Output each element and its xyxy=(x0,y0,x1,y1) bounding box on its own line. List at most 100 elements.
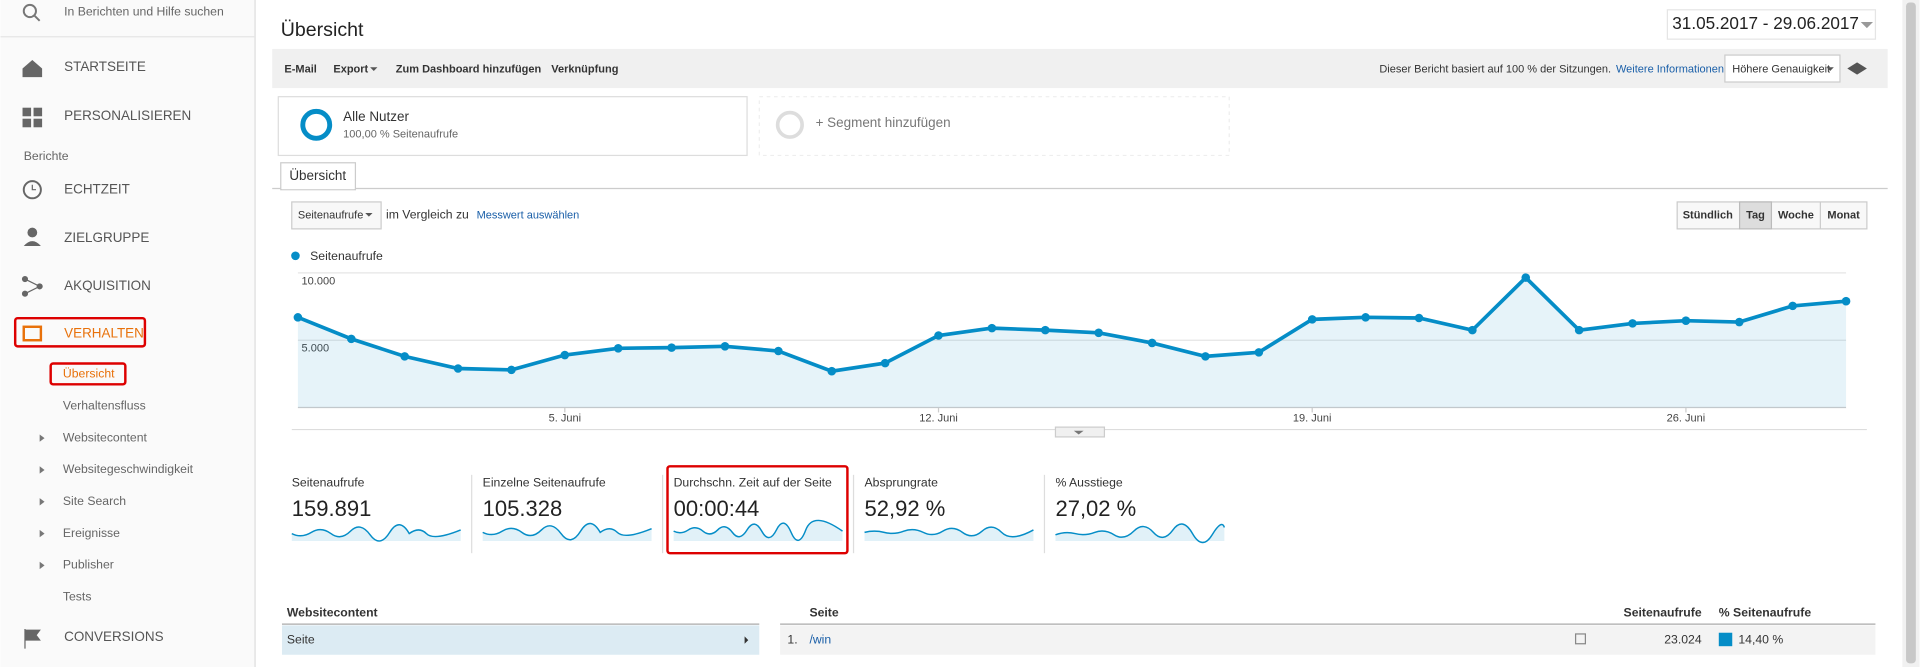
metric-select[interactable]: Seitenaufrufe xyxy=(298,209,363,221)
point xyxy=(1361,313,1370,322)
point xyxy=(560,350,570,360)
nav-item[interactable]: AKQUISITION xyxy=(64,278,151,293)
point xyxy=(1307,315,1317,324)
point xyxy=(1574,325,1584,335)
point xyxy=(1147,338,1157,348)
metric-value: 159.891 xyxy=(292,496,372,521)
legend-marker xyxy=(291,251,300,261)
x-tick-label: 19. Juni xyxy=(1293,412,1332,424)
y-tick-label: 5.000 xyxy=(302,343,330,355)
nav-item[interactable]: CONVERSIONS xyxy=(64,629,163,644)
sparkline-area xyxy=(1055,524,1225,543)
point xyxy=(293,313,303,322)
point xyxy=(1094,328,1103,338)
point xyxy=(987,323,997,333)
sidebar xyxy=(0,0,256,667)
metric-label: Seitenaufrufe xyxy=(292,476,365,490)
x-tick-label: 26. Juni xyxy=(1667,412,1706,424)
point xyxy=(1521,273,1531,282)
point xyxy=(507,365,516,375)
sub-item[interactable]: Übersicht xyxy=(63,367,115,381)
point xyxy=(1681,316,1691,325)
sampling-note: Dieser Bericht basiert auf 100 % der Sit… xyxy=(1379,64,1611,76)
point xyxy=(400,352,409,361)
action[interactable]: Export xyxy=(333,64,368,76)
compare-label: im Vergleich zu xyxy=(386,208,469,222)
x-tick-label: 5. Juni xyxy=(549,412,581,424)
legend-label: Seitenaufrufe xyxy=(310,249,383,263)
add-segment[interactable]: + Segment hinzufügen xyxy=(816,115,951,130)
metric-value: 00:00:44 xyxy=(674,496,760,521)
point xyxy=(1041,325,1050,335)
tab[interactable]: Übersicht xyxy=(289,168,346,183)
nav-item[interactable]: VERHALTEN xyxy=(64,326,144,341)
sparkline xyxy=(291,524,461,542)
toolbar xyxy=(272,48,1888,89)
segment-detail: 100,00 % Seitenaufrufe xyxy=(343,129,458,141)
segment-name[interactable]: Alle Nutzer xyxy=(343,109,409,124)
sparkline-area xyxy=(673,520,843,541)
sub-item[interactable]: Websitecontent xyxy=(63,430,148,444)
nav-item[interactable]: PERSONALISIEREN xyxy=(64,108,191,123)
point xyxy=(453,364,463,373)
sub-item[interactable]: Verhaltensfluss xyxy=(63,399,146,413)
point xyxy=(1254,348,1264,357)
period-button[interactable]: Woche xyxy=(1778,209,1814,221)
metric-value: 52,92 % xyxy=(865,496,946,521)
point xyxy=(1841,296,1851,306)
metric-value: 27,02 % xyxy=(1055,496,1136,521)
info-link[interactable]: Weitere Informationen xyxy=(1616,64,1724,76)
period-button[interactable]: Stündlich xyxy=(1683,209,1733,221)
precision-select[interactable]: Höhere Genauigkeit xyxy=(1732,64,1830,76)
sub-item[interactable]: Ereignisse xyxy=(63,526,120,540)
select-metric[interactable]: Messwert auswählen xyxy=(477,209,580,221)
sub-item[interactable]: Site Search xyxy=(63,494,126,508)
action[interactable]: E-Mail xyxy=(284,64,316,76)
pageviews: 23.024 xyxy=(1664,632,1702,646)
point xyxy=(1468,325,1477,335)
point xyxy=(1628,319,1637,328)
point xyxy=(1414,313,1424,323)
metric-label: Einzelne Seitenaufrufe xyxy=(483,476,606,490)
table-header: % Seitenaufrufe xyxy=(1719,605,1812,619)
point xyxy=(1735,317,1744,327)
line-chart: Seitenaufrufe 5.000 10.000 5. Juni 12. Juni 1… xyxy=(291,249,1851,424)
point xyxy=(720,342,730,351)
point xyxy=(346,334,356,344)
action[interactable]: Verknüpfung xyxy=(551,64,618,76)
period-button[interactable]: Monat xyxy=(1827,209,1860,221)
nav-item[interactable]: ECHTZEIT xyxy=(64,181,130,196)
sparkline-area xyxy=(482,523,652,541)
metric-label: Absprungrate xyxy=(865,476,939,490)
point xyxy=(934,331,943,340)
sparkline xyxy=(864,526,1034,538)
metric-label: % Ausstiege xyxy=(1055,476,1122,490)
sparkline-area xyxy=(291,524,461,541)
table-header: Seitenaufrufe xyxy=(1624,605,1702,619)
point xyxy=(667,343,676,352)
point xyxy=(827,366,837,376)
sub-item[interactable]: Websitegeschwindigkeit xyxy=(63,462,194,476)
nav-item[interactable]: ZIELGRUPPE xyxy=(64,230,149,245)
section-label: Berichte xyxy=(24,149,69,163)
sparkline xyxy=(482,522,652,541)
point xyxy=(1201,352,1210,361)
table-header: Seite xyxy=(809,605,838,619)
nav-item[interactable]: STARTSEITE xyxy=(64,59,146,74)
metrics: Seitenaufrufe 159.891 Einzelne Seitenaufru… xyxy=(291,474,1226,554)
sub-item[interactable]: Tests xyxy=(63,589,92,603)
period-button[interactable]: Tag xyxy=(1746,209,1765,221)
date-range[interactable]: 31.05.2017 - 29.06.2017 xyxy=(1672,13,1859,33)
search[interactable]: In Berichten und Hilfe suchen xyxy=(64,4,224,18)
page-link[interactable]: /win xyxy=(809,632,831,646)
sparkline xyxy=(1055,523,1226,544)
dimension[interactable]: Seite xyxy=(287,632,315,646)
action[interactable]: Zum Dashboard hinzufügen xyxy=(396,64,542,76)
sub-item[interactable]: Publisher xyxy=(63,558,114,572)
pageviews-pct: 14,40 % xyxy=(1738,632,1783,646)
page-title: Übersicht xyxy=(281,19,364,41)
area xyxy=(297,277,1847,408)
sparkline xyxy=(673,519,843,542)
